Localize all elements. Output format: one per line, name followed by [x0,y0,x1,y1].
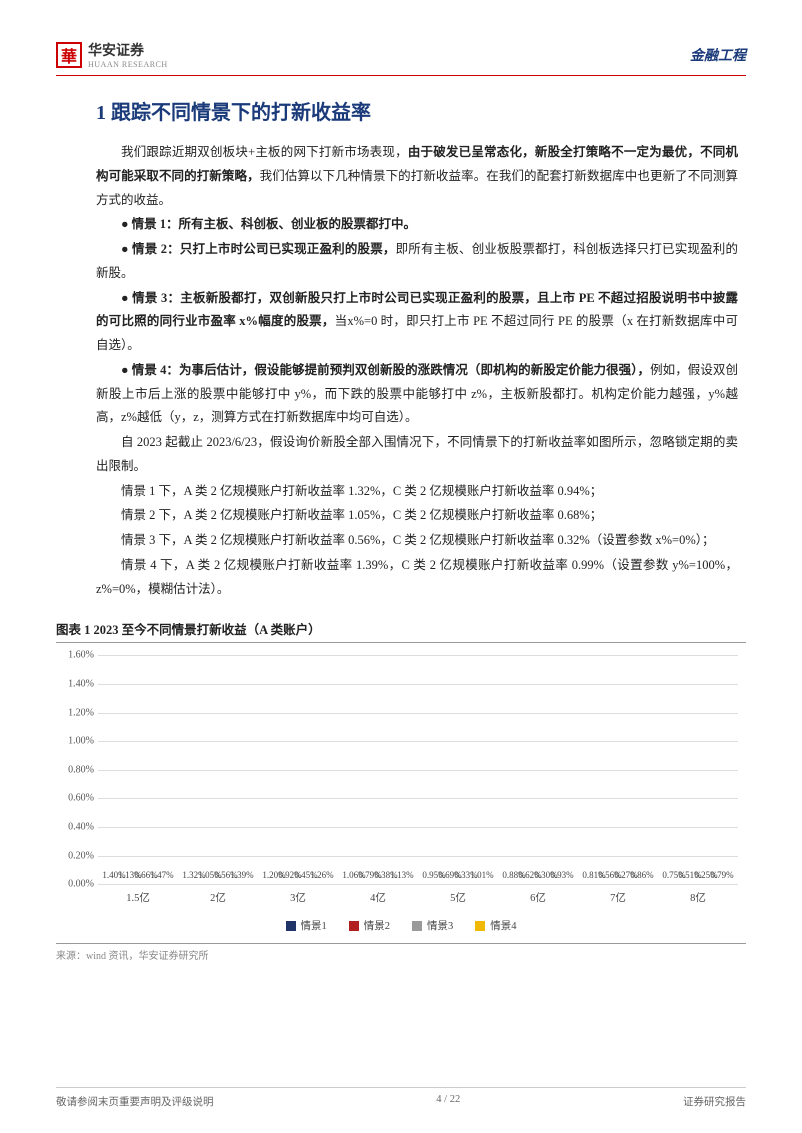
x-tick-label: 2亿 [210,890,226,905]
x-tick-label: 6亿 [530,890,546,905]
x-tick-label: 5亿 [450,890,466,905]
para-5: 自 2023 起截止 2023/6/23，假设询价新股全部入围情况下，不同情景下… [96,431,738,479]
para-1a: 我们跟踪近期双创板块+主板的网下打新市场表现， [121,145,408,159]
y-tick-label: 0.00% [56,879,94,890]
x-tick-label: 7亿 [610,890,626,905]
y-tick-label: 1.20% [56,707,94,718]
para-7: 情景 2 下，A 类 2 亿规模账户打新收益率 1.05%，C 类 2 亿规模账… [96,504,738,528]
bar-value-label: 0.86% [630,870,653,880]
bar-value-label: 0.79% [710,870,733,880]
chart-title: 图表 1 2023 至今不同情景打新收益（A 类账户） [56,619,746,643]
bar-value-label: 0.93% [550,870,573,880]
footer-page-number: 4 / 22 [436,1094,460,1109]
x-tick-label: 4亿 [370,890,386,905]
legend-swatch [286,921,296,931]
legend-swatch [475,921,485,931]
bar-value-label: 1.47% [150,870,173,880]
footer-right: 证券研究报告 [683,1094,746,1109]
legend-swatch [412,921,422,931]
para-6: 情景 1 下，A 类 2 亿规模账户打新收益率 1.32%，C 类 2 亿规模账… [96,480,738,504]
legend-label: 情景1 [301,918,327,933]
logo-text-cn: 华安证券 [88,40,168,60]
logo: 華 华安证券 HUAAN RESEARCH [56,40,168,69]
gridline [98,713,738,714]
y-tick-label: 0.40% [56,822,94,833]
gridline [98,798,738,799]
x-tick-label: 8亿 [690,890,706,905]
y-tick-label: 1.60% [56,650,94,661]
gridline [98,884,738,885]
gridline [98,856,738,857]
x-tick-label: 3亿 [290,890,306,905]
bullet-2a: ● 情景 2：只打上市时公司已实现正盈利的股票， [121,242,396,256]
y-tick-label: 1.40% [56,678,94,689]
legend-item: 情景3 [412,918,453,933]
chart-legend: 情景1 情景2 情景3 情景4 [56,918,746,933]
section-title: 1 跟踪不同情景下的打新收益率 [96,96,746,125]
bar-value-label: 1.01% [470,870,493,880]
gridline [98,655,738,656]
legend-label: 情景4 [490,918,516,933]
y-tick-label: 0.20% [56,850,94,861]
y-tick-label: 1.00% [56,736,94,747]
page-header: 華 华安证券 HUAAN RESEARCH 金融工程 [56,40,746,76]
gridline [98,741,738,742]
bar-value-label: 1.39% [230,870,253,880]
bar-value-label: 1.13% [390,870,413,880]
gridline [98,770,738,771]
y-tick-label: 0.80% [56,764,94,775]
logo-text-en: HUAAN RESEARCH [88,60,168,69]
footer-left: 敬请参阅末页重要声明及评级说明 [56,1094,214,1109]
chart-source: 来源：wind 资讯，华安证券研究所 [56,943,746,962]
logo-mark-icon: 華 [56,42,82,68]
legend-item: 情景4 [475,918,516,933]
legend-label: 情景2 [364,918,390,933]
gridline [98,827,738,828]
header-category: 金融工程 [690,45,746,65]
legend-swatch [349,921,359,931]
para-9: 情景 4 下，A 类 2 亿规模账户打新收益率 1.39%，C 类 2 亿规模账… [96,554,738,602]
bar-chart: 0.00% 0.20% 0.40% 0.60% 0.80% 1.00% 1.20% 1.40%… [56,649,746,939]
chart-area: 0.00%0.20%0.40%0.60%0.80%1.00%1.20%1.40%… [98,655,738,885]
legend-item: 情景2 [349,918,390,933]
legend-label: 情景3 [427,918,453,933]
bullet-4a: ● 情景 4：为事后估计，假设能够提前预判双创新股的涨跌情况（即机构的新股定价能… [121,363,650,377]
bullet-1: ● 情景 1：所有主板、科创板、创业板的股票都打中。 [121,217,416,231]
y-tick-label: 0.60% [56,793,94,804]
gridline [98,684,738,685]
body-text: 我们跟踪近期双创板块+主板的网下打新市场表现，由于破发已呈常态化，新股全打策略不… [96,141,738,601]
page-footer: 敬请参阅末页重要声明及评级说明 4 / 22 证券研究报告 [56,1087,746,1109]
bar-value-label: 1.26% [310,870,333,880]
legend-item: 情景1 [286,918,327,933]
x-tick-label: 1.5亿 [126,890,150,905]
para-8: 情景 3 下，A 类 2 亿规模账户打新收益率 0.56%，C 类 2 亿规模账… [96,529,738,553]
